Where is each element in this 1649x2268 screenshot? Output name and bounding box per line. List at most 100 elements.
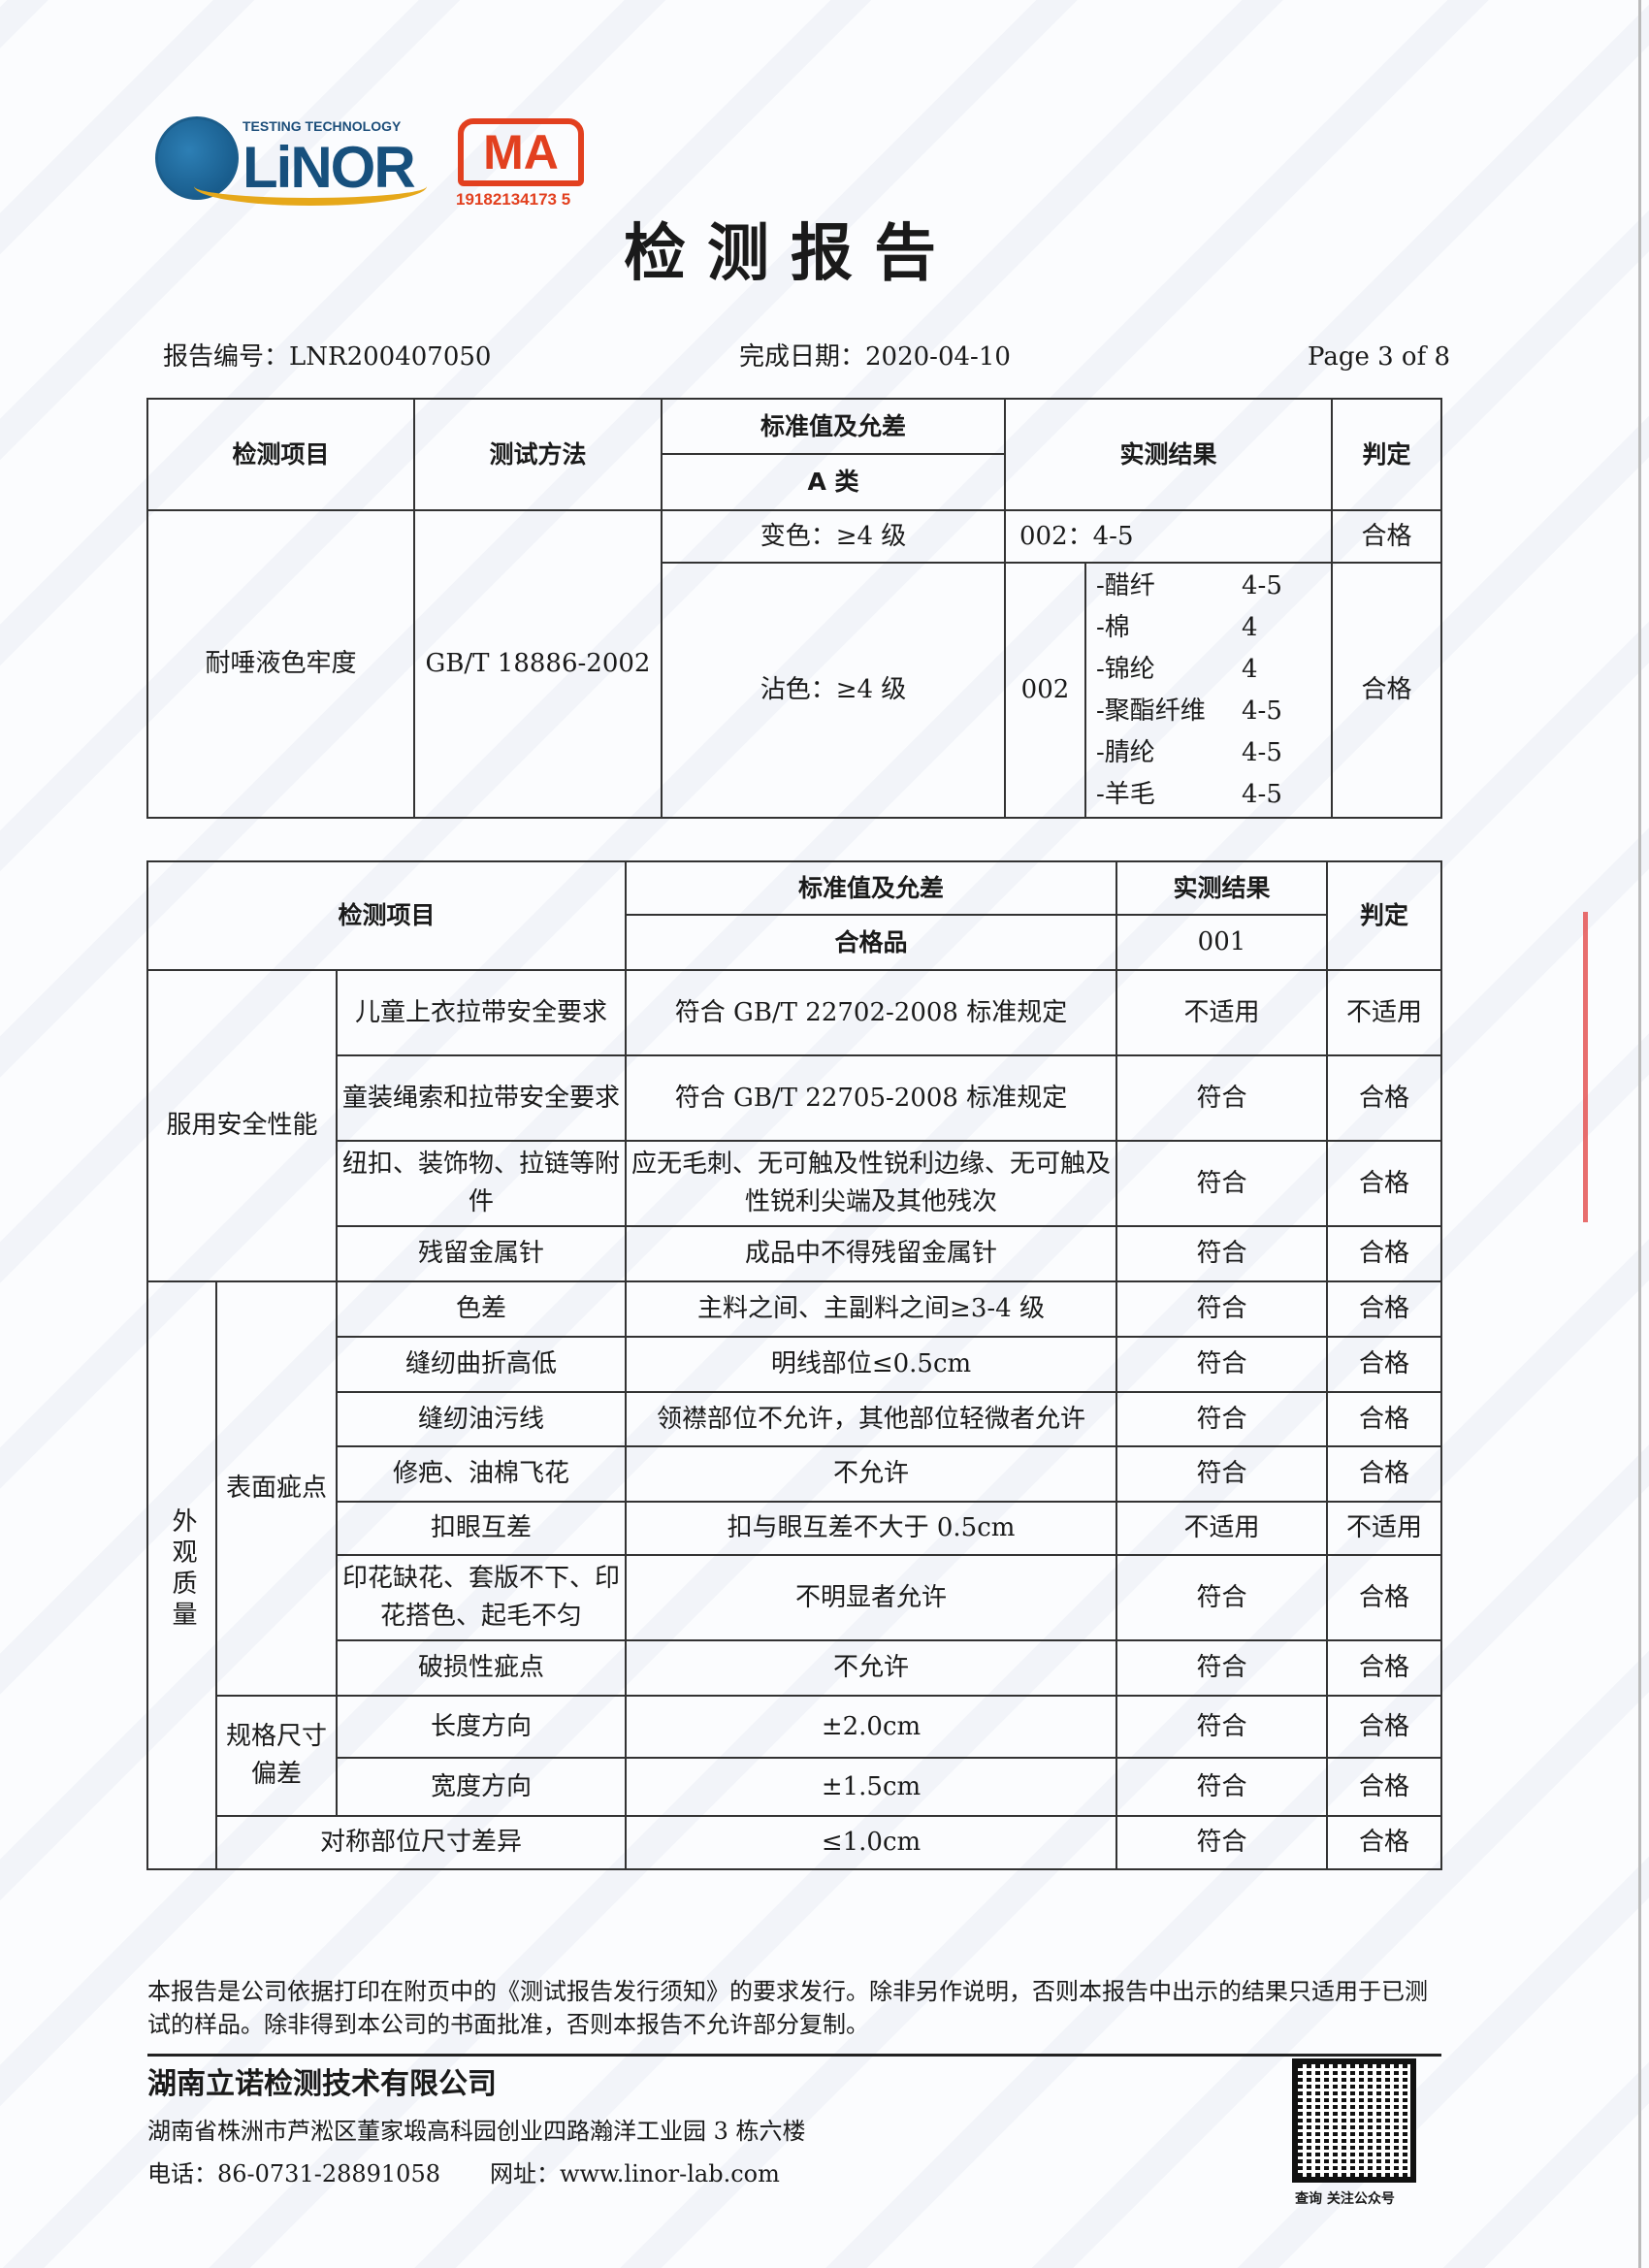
row-standard: ±2.0cm xyxy=(625,1695,1117,1759)
row-standard: 符合 GB/T 22702-2008 标准规定 xyxy=(625,969,1117,1056)
cma-number: 19182134173 5 xyxy=(456,190,571,209)
row-result: 不适用 xyxy=(1116,1501,1328,1556)
cma-mark: MA xyxy=(458,118,584,186)
row-result: 符合 xyxy=(1116,1280,1328,1338)
row-item: 色差 xyxy=(336,1280,627,1338)
row-verdict: 合格 xyxy=(1326,1054,1442,1142)
company-name: 湖南立诺检测技术有限公司 xyxy=(147,2067,497,2101)
stain-verdict: 合格 xyxy=(1331,562,1443,819)
row-result: 符合 xyxy=(1116,1757,1328,1817)
row-item: 儿童上衣拉带安全要求 xyxy=(336,969,627,1056)
completion-date: 完成日期：2020-04-10 xyxy=(739,342,1011,372)
header-grade: 合格品 xyxy=(625,914,1117,971)
row-verdict: 合格 xyxy=(1326,1391,1442,1447)
row-item: 对称部位尺寸差异 xyxy=(215,1815,627,1870)
row-verdict: 不适用 xyxy=(1326,969,1442,1056)
row-result: 符合 xyxy=(1116,1639,1328,1697)
row-verdict: 合格 xyxy=(1326,1336,1442,1393)
row-item: 破损性疵点 xyxy=(336,1639,627,1697)
row-standard: ±1.5cm xyxy=(625,1757,1117,1817)
qr-code[interactable] xyxy=(1292,2058,1416,2183)
subgroup-size: 规格尺寸偏差 xyxy=(215,1695,338,1817)
report-number: 报告编号：LNR200407050 xyxy=(163,342,492,372)
row-standard: 不允许 xyxy=(625,1445,1117,1503)
disclaimer: 本报告是公司依据打印在附页中的《测试报告发行须知》的要求发行。除非另作说明，否则… xyxy=(147,1978,1428,2038)
company-website: 网址：www.linor-lab.com xyxy=(490,2160,780,2187)
row-item: 残留金属针 xyxy=(336,1225,627,1282)
row-result: 符合 xyxy=(1116,1445,1328,1503)
row-item: 宽度方向 xyxy=(336,1757,627,1817)
row-verdict: 合格 xyxy=(1326,1757,1442,1817)
test-item: 耐唾液色牢度 xyxy=(146,509,415,819)
group-appearance: 外观质量 xyxy=(146,1280,217,1870)
header-item: 检测项目 xyxy=(146,860,627,971)
row-verdict: 合格 xyxy=(1326,1815,1442,1870)
change-verdict: 合格 xyxy=(1331,509,1443,564)
stain-sample: 002 xyxy=(1004,562,1086,819)
row-standard: 应无毛刺、无可触及性锐利边缘、无可触及性锐利尖端及其他残次 xyxy=(625,1140,1117,1227)
row-standard: 主料之间、主副料之间≥3-4 级 xyxy=(625,1280,1117,1338)
row-item: 缝纫曲折高低 xyxy=(336,1336,627,1393)
row-verdict: 合格 xyxy=(1326,1140,1442,1227)
row-item: 纽扣、装饰物、拉链等附件 xyxy=(336,1140,627,1227)
page-title: 检测报告 xyxy=(624,218,957,290)
change-standard: 变色：≥4 级 xyxy=(661,509,1006,564)
row-standard: 不明显者允许 xyxy=(625,1554,1117,1641)
group-appearance-label: 外观质量 xyxy=(168,1507,197,1632)
colorfastness-table: 检测项目 测试方法 标准值及允差 实测结果 判定 A 类 耐唾液色牢度 GB/T… xyxy=(146,398,1443,819)
fiber-row: -醋纤 4-5 xyxy=(1096,570,1282,600)
row-item: 印花缺花、套版不下、印花搭色、起毛不匀 xyxy=(336,1554,627,1641)
fiber-row: -羊毛 4-5 xyxy=(1096,779,1282,809)
group-safety: 服用安全性能 xyxy=(146,969,338,1282)
row-item: 扣眼互差 xyxy=(336,1501,627,1556)
row-verdict: 合格 xyxy=(1326,1695,1442,1759)
row-item: 长度方向 xyxy=(336,1695,627,1759)
partial-stamp xyxy=(1583,912,1612,1222)
row-item: 修疤、油棉飞花 xyxy=(336,1445,627,1503)
page-edge xyxy=(1638,0,1641,2268)
test-method: GB/T 18886-2002 xyxy=(413,509,663,819)
fiber-row: -锦纶 4 xyxy=(1096,654,1258,684)
row-standard: 不允许 xyxy=(625,1639,1117,1697)
row-result: 符合 xyxy=(1116,1140,1328,1227)
header-verdict: 判定 xyxy=(1326,860,1442,971)
row-standard: 符合 GB/T 22705-2008 标准规定 xyxy=(625,1054,1117,1142)
row-standard: 领襟部位不允许，其他部位轻微者允许 xyxy=(625,1391,1117,1447)
row-verdict: 合格 xyxy=(1326,1639,1442,1697)
row-result: 符合 xyxy=(1116,1054,1328,1142)
row-verdict: 合格 xyxy=(1326,1280,1442,1338)
row-item: 童装绳索和拉带安全要求 xyxy=(336,1054,627,1142)
row-standard: 明线部位≤0.5cm xyxy=(625,1336,1117,1393)
header-standard: 标准值及允差 xyxy=(661,398,1006,455)
header-class: A 类 xyxy=(661,453,1006,511)
company-address: 湖南省株洲市芦淞区董家塅高科园创业四路瀚洋工业园 3 栋六楼 xyxy=(147,2118,806,2145)
qr-label: 查询 关注公众号 xyxy=(1295,2191,1395,2207)
linor-logo: TESTING TECHNOLOGY LiNOR xyxy=(155,109,446,206)
fiber-row: -腈纶 4-5 xyxy=(1096,737,1282,767)
header-sample: 001 xyxy=(1116,914,1328,971)
row-item: 缝纫油污线 xyxy=(336,1391,627,1447)
header-verdict: 判定 xyxy=(1331,398,1443,511)
stain-standard: 沾色：≥4 级 xyxy=(661,562,1006,819)
header-result: 实测结果 xyxy=(1003,398,1334,511)
header-method: 测试方法 xyxy=(413,398,663,511)
header-result: 实测结果 xyxy=(1116,860,1328,916)
logo-brand: LiNOR xyxy=(242,135,416,200)
fiber-row: -聚酯纤维 4-5 xyxy=(1096,696,1282,726)
swoosh-mark xyxy=(194,167,427,206)
row-standard: 成品中不得残留金属针 xyxy=(625,1225,1117,1282)
fiber-list: -醋纤 4-5 -棉 4 -锦纶 4 -聚酯纤维 4-5 -腈纶 4-5 -羊毛 4-5 xyxy=(1083,562,1334,819)
row-verdict: 不适用 xyxy=(1326,1501,1442,1556)
row-result: 符合 xyxy=(1116,1336,1328,1393)
change-result: 002：4-5 xyxy=(1003,509,1334,564)
footer-divider xyxy=(147,2054,1441,2057)
row-result: 不适用 xyxy=(1116,969,1328,1056)
header-item: 检测项目 xyxy=(146,398,415,511)
row-verdict: 合格 xyxy=(1326,1445,1442,1503)
company-phone: 电话：86-0731-28891058 xyxy=(147,2160,440,2187)
fiber-row: -棉 4 xyxy=(1096,612,1258,642)
row-verdict: 合格 xyxy=(1326,1554,1442,1641)
row-result: 符合 xyxy=(1116,1815,1328,1870)
row-result: 符合 xyxy=(1116,1391,1328,1447)
logo-tagline: TESTING TECHNOLOGY xyxy=(242,118,402,134)
